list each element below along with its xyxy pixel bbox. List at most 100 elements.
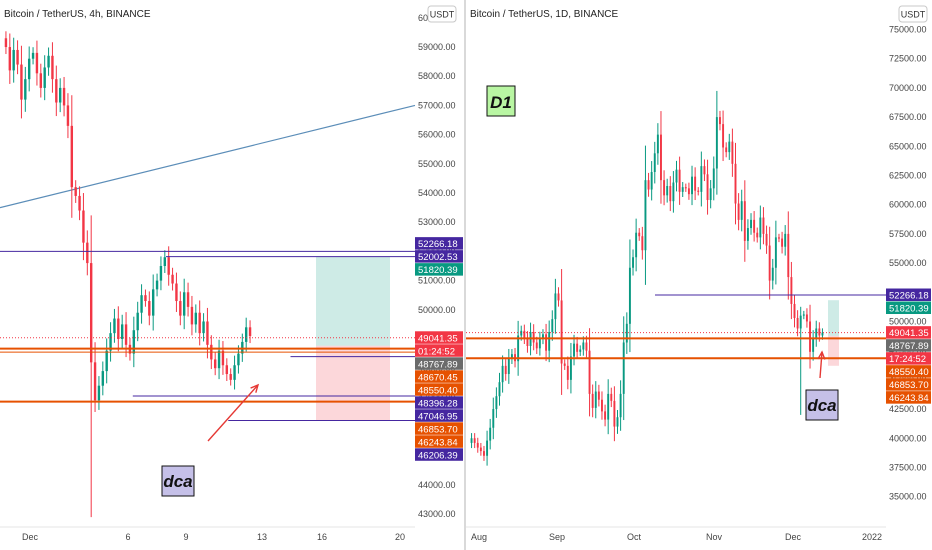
candle-body [120, 324, 124, 339]
candle-body [520, 330, 523, 336]
candle-body [155, 280, 159, 290]
candle-body [148, 301, 151, 316]
price-tag: 48767.89 [886, 339, 931, 352]
candle [681, 182, 684, 197]
price-tick-label: 58000.00 [418, 71, 456, 81]
price-tick-label: 55000.00 [889, 258, 927, 268]
price-tag-box [415, 422, 463, 435]
candle [725, 142, 728, 158]
candle-body [597, 391, 600, 400]
time-tick-label: Sep [549, 532, 565, 542]
candle-body [163, 257, 167, 266]
candle-body [43, 67, 46, 88]
candle-body [802, 314, 805, 316]
price-tag-box [886, 365, 931, 378]
price-tag-label: 52266.18 [418, 239, 458, 250]
candle [113, 308, 116, 343]
price-tag: 46243.84 [886, 391, 931, 404]
candle-body [684, 187, 687, 189]
price-tag: 48550.40 [415, 383, 463, 396]
trendline[interactable] [0, 104, 416, 209]
candle-body [66, 105, 70, 126]
candle [476, 437, 479, 453]
candle [55, 65, 58, 117]
candle-body [483, 451, 485, 456]
price-tag: 51820.39 [415, 263, 463, 276]
candle [221, 341, 225, 375]
candle-body [221, 350, 225, 366]
candle-body [97, 385, 101, 401]
candle [105, 338, 108, 384]
price-tag: 01:24:52 [415, 344, 463, 357]
candle [675, 160, 678, 192]
candle-body [489, 427, 492, 441]
candle-body [4, 38, 8, 48]
price-tag-label: 48767.89 [889, 341, 929, 352]
candle-body [248, 327, 252, 337]
candle [510, 349, 513, 364]
currency-selector[interactable] [898, 5, 928, 23]
price-tick-label: 72500.00 [889, 54, 927, 64]
currency-selector[interactable] [427, 5, 457, 23]
candle-body [563, 363, 566, 366]
candle-body [653, 153, 656, 172]
candle-body [8, 47, 12, 71]
price-tag-box [886, 288, 931, 302]
loss-zone [828, 335, 839, 366]
candle-body [538, 338, 541, 349]
candle [175, 272, 178, 312]
candle [737, 193, 740, 231]
candle-body [805, 314, 808, 322]
candle [774, 220, 777, 285]
price-tag-label: 48550.40 [418, 385, 458, 396]
candle [132, 316, 136, 368]
price-tick-label: 62500.00 [889, 170, 927, 180]
candle [778, 233, 780, 243]
candle-body [765, 233, 768, 246]
candle-body [576, 343, 579, 352]
candle [653, 141, 656, 184]
candle [186, 282, 190, 317]
candle [656, 123, 659, 165]
candle-body [225, 365, 229, 375]
candle [225, 358, 229, 382]
time-tick-label: 16 [317, 532, 327, 542]
candle-body [517, 335, 520, 362]
price-tick-label: 55000.00 [418, 159, 456, 169]
candle-body [728, 141, 731, 153]
candle [140, 284, 143, 324]
price-tick-label: 56000.00 [418, 130, 456, 140]
candle [517, 320, 520, 376]
candle-body [691, 176, 693, 195]
candle-body [560, 300, 563, 364]
candle-body [672, 182, 675, 202]
price-tick-label: 35000.00 [889, 492, 927, 502]
candle-body [12, 49, 15, 71]
price-tag: 52002.53 [415, 250, 463, 263]
candle [663, 170, 666, 206]
price-tag-label: 48396.28 [418, 398, 458, 409]
price-tag-box [415, 331, 463, 344]
price-tick-label: 54000.00 [418, 188, 456, 198]
price-tick-label: 65000.00 [889, 141, 927, 151]
candle [542, 329, 544, 345]
price-tag: 46853.70 [415, 422, 463, 435]
candle [101, 361, 105, 396]
candle-body [709, 188, 712, 201]
candle [8, 33, 12, 84]
candle [569, 342, 572, 394]
candle [731, 128, 734, 177]
time-tick-label: 9 [183, 532, 188, 542]
candle [604, 404, 607, 427]
candle-body [532, 331, 535, 343]
candle [151, 274, 155, 331]
annotation-text: dca [807, 396, 836, 415]
price-tag-box [415, 237, 463, 250]
time-tick-label: Oct [627, 532, 642, 542]
price-tag-box [415, 396, 463, 409]
candle-body [585, 342, 588, 351]
candle-body [753, 219, 756, 233]
candle-body [186, 292, 190, 307]
candle-body [768, 245, 771, 281]
